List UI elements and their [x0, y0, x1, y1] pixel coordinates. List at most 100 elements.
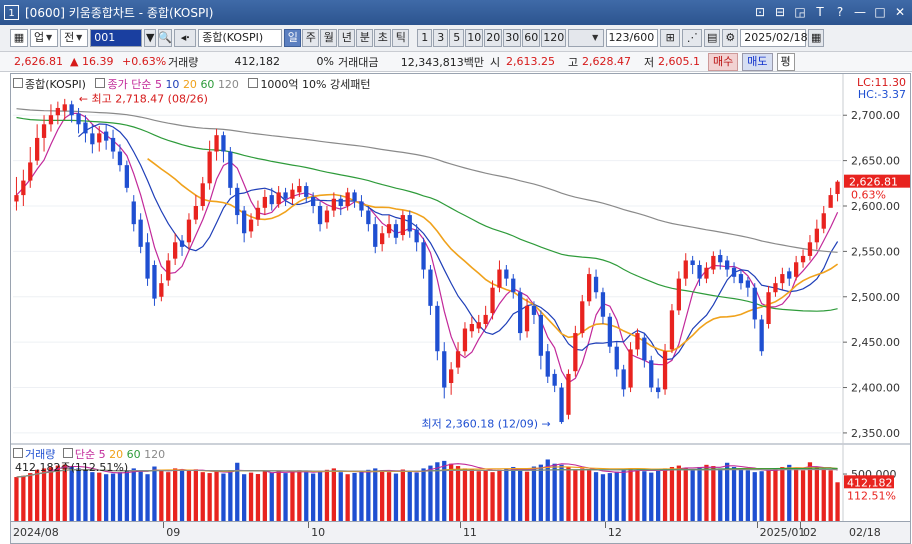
market-select[interactable]: 업 ▼ — [30, 29, 59, 47]
code-dropdown-button[interactable]: ▼ — [144, 29, 157, 47]
volume-bar — [511, 466, 516, 521]
candle-body — [269, 195, 274, 205]
volume-bar — [435, 462, 440, 521]
sell-button[interactable]: 매도 — [742, 52, 773, 71]
volume-bar — [642, 471, 647, 521]
buy-button[interactable]: 매수 — [708, 52, 739, 71]
gear-icon[interactable]: ⚙ — [722, 29, 739, 47]
window-control-5[interactable]: — — [854, 5, 866, 19]
volume-bar — [580, 468, 585, 521]
window-control-0[interactable]: ⊡ — [754, 5, 766, 19]
window-controls: ⊡ ⊟ ◲ T? — □ ✕ — [752, 3, 908, 21]
candle-body — [725, 260, 730, 270]
period-button-월[interactable]: 월 — [320, 29, 338, 47]
volume-legend-ma-label: 단순 — [74, 448, 96, 461]
interval-buttons: 1 3 5 10 20 30 60 120 — [417, 29, 567, 47]
interval-dropdown[interactable]: ▼ — [568, 29, 605, 47]
candle-body — [600, 292, 606, 317]
window-control-3[interactable]: T — [816, 5, 824, 19]
candle-body — [780, 274, 785, 284]
code-input[interactable]: 001 — [90, 29, 143, 47]
grid-icon[interactable]: ▦ — [10, 29, 28, 47]
count-field[interactable]: 123/600 — [606, 29, 659, 47]
candle-body — [124, 165, 129, 188]
volume-ma120-line — [16, 469, 838, 478]
search-icon[interactable]: 🔍 — [158, 29, 173, 47]
volume-bar — [276, 471, 281, 521]
period-button-초[interactable]: 초 — [374, 29, 392, 47]
volume-bar — [110, 473, 116, 521]
candle-body — [104, 131, 109, 141]
volume-bar — [676, 465, 681, 521]
x-axis-label: 11 — [462, 526, 477, 539]
period-type-select[interactable]: 전 ▼ — [60, 29, 89, 47]
candle-body — [745, 280, 750, 288]
volume-bar — [538, 464, 543, 521]
period-button-일[interactable]: 일 — [284, 29, 302, 47]
volume-bar — [490, 472, 495, 521]
volume-bar — [690, 470, 695, 521]
volume-bar — [324, 469, 330, 521]
interval-button-20[interactable]: 20 — [484, 29, 503, 47]
volume-bar — [759, 471, 764, 521]
volume-bar — [752, 472, 757, 521]
y-tick-label: 2,350.00 — [851, 427, 900, 440]
candle-body — [538, 314, 543, 356]
high-annotation: ← 최고 2,718.47 (08/26) — [79, 92, 208, 105]
period-button-년[interactable]: 년 — [338, 29, 356, 47]
average-button[interactable]: 평 — [776, 52, 795, 71]
candle-body — [545, 351, 550, 377]
interval-button-60[interactable]: 60 — [522, 29, 541, 47]
period-button-분[interactable]: 분 — [356, 29, 374, 47]
interval-button-1[interactable]: 1 — [417, 29, 433, 47]
legend-symbol: 종합(KOSPI) — [25, 78, 86, 91]
ma60-line — [16, 116, 838, 312]
volume-bar — [421, 468, 426, 521]
candle-body — [193, 206, 198, 220]
chart-area[interactable]: 2,700.00 2,650.00 2,600.00 2,550.00 2,500.00… — [10, 73, 911, 522]
candlestick-chart[interactable]: 2,700.00 2,650.00 2,600.00 2,550.00 2,500.00… — [11, 74, 910, 521]
candle-body — [41, 124, 47, 138]
period-button-주[interactable]: 주 — [302, 29, 320, 47]
volume-bar — [462, 468, 468, 521]
save-icon[interactable]: ▤ — [704, 29, 721, 47]
volume-bar — [442, 460, 447, 521]
candle-body — [414, 229, 419, 243]
volume-bar — [221, 473, 226, 521]
window-control-7[interactable]: ✕ — [894, 5, 906, 19]
candle-body — [421, 242, 426, 270]
interval-button-3[interactable]: 3 — [433, 29, 449, 47]
window-control-6[interactable]: □ — [874, 5, 886, 19]
candle-tool-icon[interactable]: ⊞ — [660, 29, 681, 47]
volume-bar — [469, 468, 474, 521]
date-field[interactable]: 2025/02/18 — [740, 29, 808, 47]
candle-body — [400, 215, 405, 236]
speaker-icon[interactable]: ◂ꞏ — [174, 29, 197, 47]
volume-bar — [766, 469, 771, 521]
candle-body — [373, 224, 378, 247]
candle-body — [814, 228, 819, 243]
volume-bar — [373, 468, 378, 521]
line-tool-icon[interactable]: ⋰ — [682, 29, 703, 47]
candle-body — [759, 319, 764, 352]
period-button-틱[interactable]: 틱 — [392, 29, 410, 47]
candle-body — [145, 242, 150, 279]
interval-button-10[interactable]: 10 — [465, 29, 484, 47]
x-axis-label: 2025/01 — [759, 526, 806, 539]
candle-body — [607, 316, 612, 347]
interval-button-30[interactable]: 30 — [503, 29, 522, 47]
candle-body — [662, 351, 668, 390]
volume-bar — [414, 472, 419, 521]
volume-bar — [455, 466, 461, 521]
window-control-4[interactable]: ? — [836, 5, 844, 19]
x-axis-label: 10 — [311, 526, 326, 539]
interval-button-120[interactable]: 120 — [541, 29, 567, 47]
calendar-icon[interactable]: ▦ — [808, 29, 825, 47]
window-control-2[interactable]: ◲ — [794, 5, 806, 19]
candle-body — [642, 337, 647, 361]
volume-bar — [76, 468, 81, 521]
interval-button-5[interactable]: 5 — [449, 29, 465, 47]
candle-body — [552, 373, 557, 386]
window-control-1[interactable]: ⊟ — [774, 5, 786, 19]
